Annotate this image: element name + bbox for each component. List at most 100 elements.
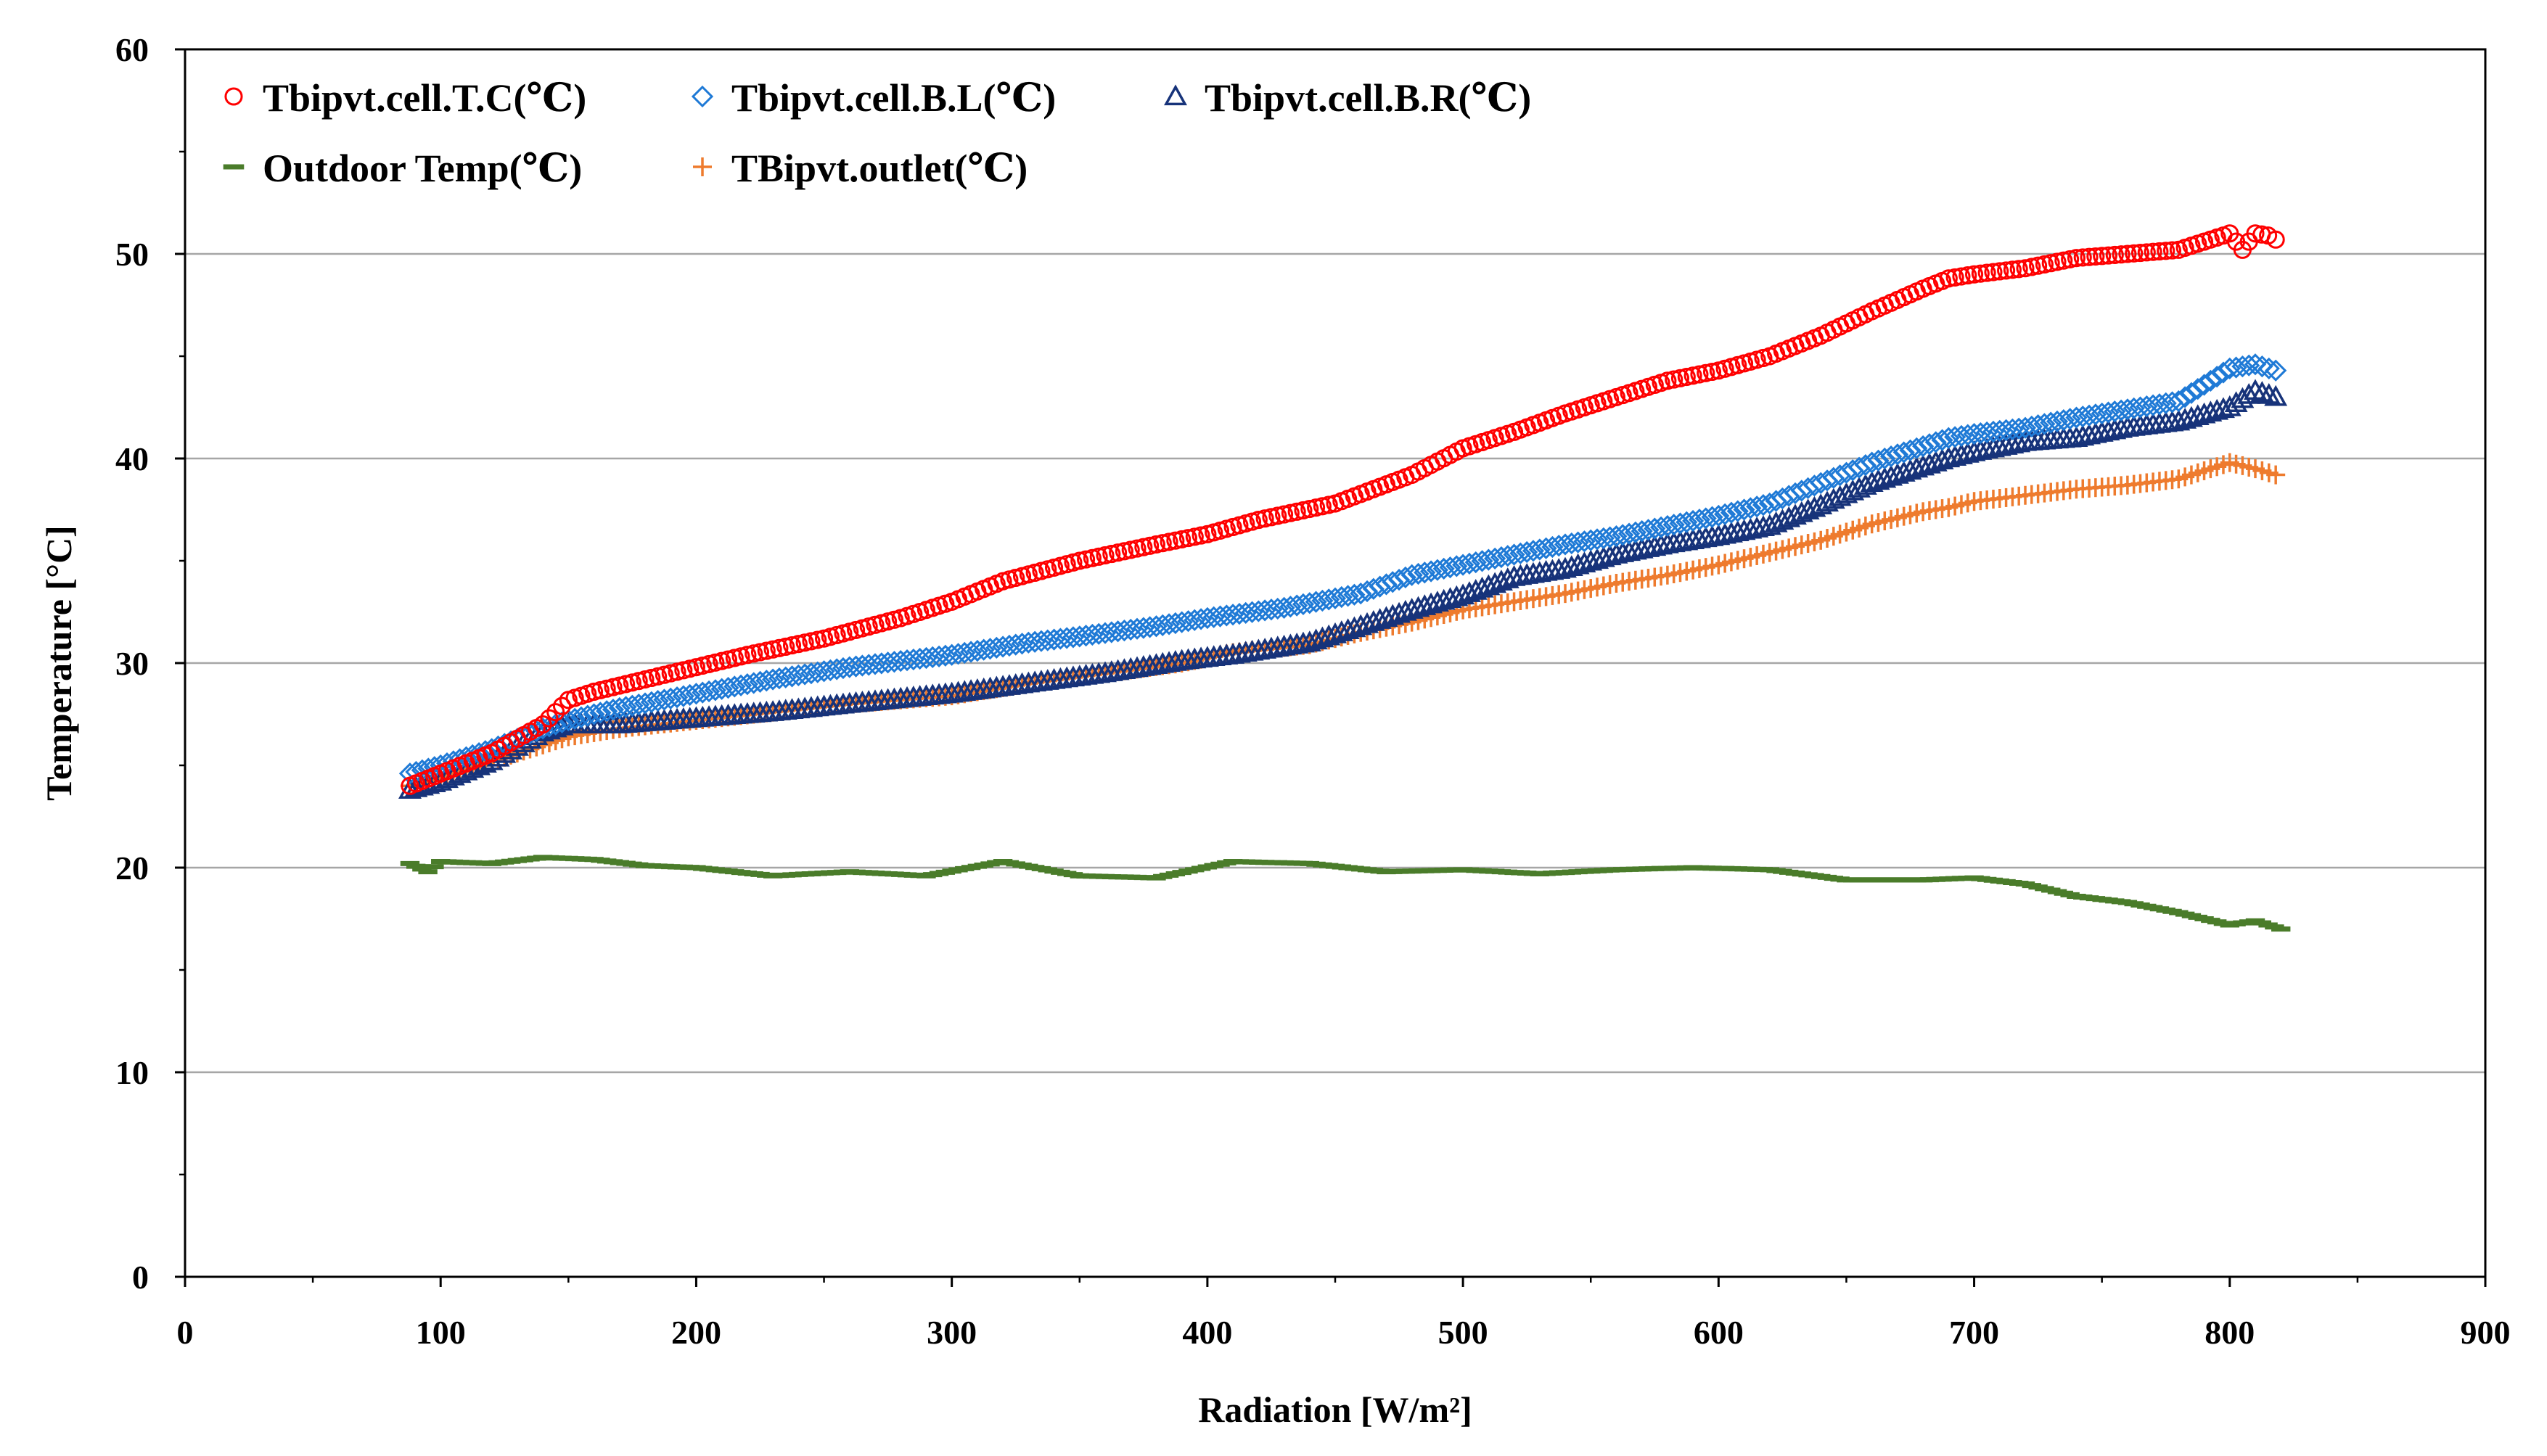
data-point	[2238, 354, 2260, 377]
data-point	[757, 641, 776, 660]
data-point	[1649, 516, 1673, 538]
data-point	[2225, 356, 2247, 379]
data-point	[1407, 562, 1430, 585]
data-point	[1535, 537, 1557, 559]
data-point	[2020, 415, 2043, 438]
data-point	[2016, 259, 2035, 278]
x-tick-label: 800	[2204, 1314, 2255, 1351]
data-point	[1275, 505, 1294, 524]
data-point	[1637, 519, 1660, 541]
data-point	[1739, 497, 1762, 519]
data-point	[692, 681, 714, 704]
data-point	[2099, 246, 2118, 265]
data-point	[1924, 431, 1947, 453]
x-tick-label: 700	[1949, 1314, 1999, 1351]
data-point	[1665, 370, 1683, 389]
data-point	[2072, 406, 2094, 428]
data-point	[589, 702, 612, 724]
data-point	[738, 646, 757, 665]
data-point	[2033, 413, 2056, 435]
data-point	[1554, 533, 1577, 556]
data-point	[1394, 566, 1416, 589]
data-point	[1496, 567, 1519, 588]
data-point	[1185, 527, 1204, 546]
data-point	[755, 670, 778, 692]
data-point	[2167, 390, 2190, 413]
data-point	[1298, 592, 1321, 614]
data-point	[2244, 353, 2267, 376]
data-point	[1649, 533, 1673, 555]
data-point	[972, 638, 995, 661]
data-point	[1484, 547, 1506, 569]
data-point	[1656, 514, 1679, 538]
data-point	[1892, 441, 1915, 464]
data-point	[2040, 411, 2062, 434]
data-point	[794, 663, 816, 686]
data-point	[1733, 498, 1755, 521]
data-point	[2148, 393, 2171, 416]
data-point	[1170, 611, 1193, 633]
data-point	[1636, 536, 1660, 557]
data-point	[2059, 408, 2081, 430]
data-point	[1145, 615, 1168, 638]
data-point	[2003, 260, 2022, 279]
data-point	[2266, 465, 2286, 485]
data-point	[736, 673, 759, 696]
series-0	[401, 224, 2285, 795]
data-point	[1918, 433, 1941, 456]
data-point	[1670, 369, 1690, 387]
y-tick-label: 0	[132, 1259, 149, 1296]
data-point	[583, 703, 605, 725]
data-point	[1548, 535, 1570, 557]
data-point	[2154, 392, 2177, 414]
data-point	[678, 683, 701, 707]
data-point	[1611, 541, 1635, 562]
data-point	[947, 643, 969, 665]
data-point	[2246, 224, 2265, 243]
data-point	[953, 641, 976, 665]
data-point	[2103, 418, 2127, 440]
data-point	[1509, 542, 1532, 564]
data-point	[1713, 522, 1737, 544]
data-point	[621, 694, 644, 717]
data-point	[1178, 529, 1198, 548]
data-point	[1937, 427, 1960, 449]
data-point	[749, 670, 771, 693]
data-point	[1605, 525, 1628, 548]
data-point	[1726, 520, 1750, 542]
data-point	[770, 638, 789, 657]
data-point	[2157, 242, 2175, 260]
data-point	[1273, 596, 1295, 619]
data-point	[2048, 252, 2067, 271]
y-tick-label: 40	[115, 440, 149, 477]
x-tick-label: 500	[1438, 1314, 1488, 1351]
data-point	[1643, 535, 1667, 556]
data-point	[1268, 506, 1287, 525]
data-point	[1266, 597, 1289, 620]
data-point	[789, 635, 808, 654]
data-point	[1994, 434, 2018, 455]
legend-marker	[1164, 84, 1187, 106]
data-point	[2180, 382, 2203, 404]
data-point	[1471, 550, 1493, 572]
data-point	[1952, 267, 1971, 286]
data-point	[1623, 538, 1647, 560]
data-point	[1658, 371, 1677, 390]
data-point	[2046, 410, 2069, 433]
data-point	[2237, 382, 2261, 404]
data-point	[1688, 509, 1711, 531]
data-point	[2244, 379, 2267, 400]
data-point	[1522, 540, 1545, 562]
data-point	[1414, 562, 1436, 584]
data-point	[2109, 416, 2133, 438]
data-point	[1669, 512, 1691, 535]
data-point	[1969, 439, 1993, 460]
data-point	[2014, 416, 2037, 439]
data-point	[2027, 414, 2049, 437]
data-point	[2097, 401, 2120, 424]
data-point	[1962, 440, 1986, 461]
data-point	[1746, 495, 1768, 518]
data-point	[802, 632, 821, 651]
data-point	[1458, 552, 1481, 575]
